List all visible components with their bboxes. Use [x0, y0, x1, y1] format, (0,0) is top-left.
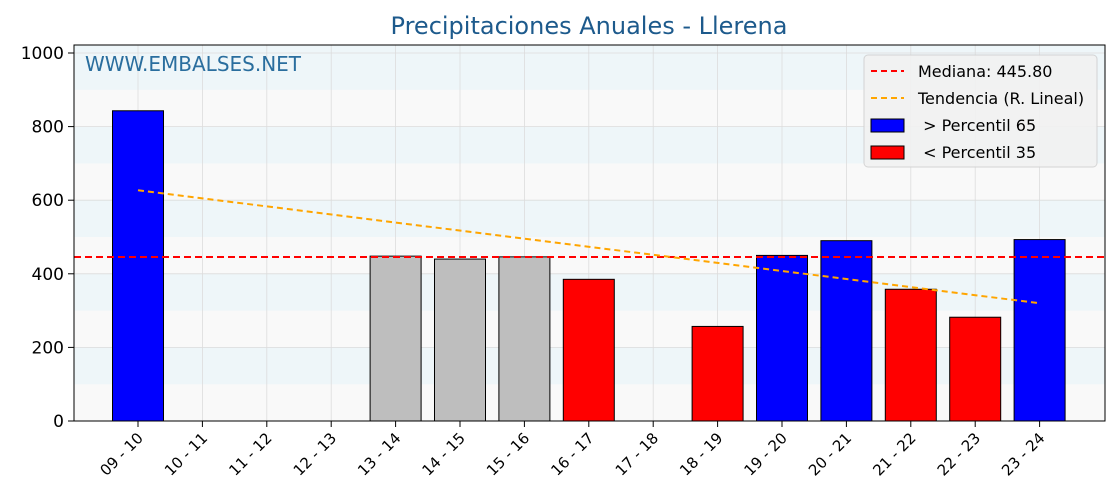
y-tick-label: 0: [53, 412, 64, 432]
y-tick-label: 800: [32, 118, 64, 138]
legend-label: > Percentil 65: [918, 116, 1036, 135]
legend-box: [863, 54, 1098, 168]
x-tick-label: 20 - 21: [805, 429, 855, 479]
axes: [73, 44, 1106, 422]
x-tick-label: 16 - 17: [547, 429, 597, 479]
plot-frame: [73, 44, 1106, 422]
x-tick-label: 17 - 18: [612, 429, 662, 479]
watermark-text: WWW.EMBALSES.NET: [85, 52, 302, 76]
bars: [112, 110, 1066, 422]
x-tick-label: 11 - 12: [225, 429, 275, 479]
bar-23-24: [1013, 239, 1066, 422]
x-tick-label: 21 - 22: [869, 429, 919, 479]
bar-09-10: [112, 110, 164, 422]
x-tick-label: 15 - 16: [483, 429, 533, 479]
legend-label: < Percentil 35: [918, 143, 1036, 162]
bar-14-15: [434, 258, 486, 422]
x-tick-label: 23 - 24: [998, 429, 1048, 479]
bar-13-14: [369, 255, 422, 422]
x-tick-label: 10 - 11: [161, 429, 211, 479]
chart-title: Precipitaciones Anuales - Llerena: [391, 12, 788, 40]
x-tick-label: 18 - 19: [676, 429, 726, 479]
bar-22-23: [949, 316, 1002, 422]
x-tick-label: 12 - 13: [290, 429, 340, 479]
bar-15-16: [498, 256, 551, 422]
bar-18-19: [691, 325, 744, 422]
x-tick-label: 13 - 14: [354, 429, 404, 479]
x-tick-label: 14 - 15: [419, 429, 469, 479]
legend-label: Mediana: 445.80: [918, 62, 1052, 81]
plot-band: [74, 163, 1105, 201]
legend-swatch-box: [870, 118, 905, 133]
plot-band: [74, 237, 1105, 274]
legend-label: Tendencia (R. Lineal): [917, 89, 1084, 108]
y-tick-label: 200: [32, 338, 64, 358]
x-tick-label: 09 - 10: [97, 429, 147, 479]
trend-line: [137, 189, 1040, 305]
y-axis-ticks: 0 200 400 600 800 1000: [21, 44, 74, 432]
x-tick-label: 19 - 20: [741, 429, 791, 479]
bar-21-22: [884, 288, 937, 422]
x-axis-ticks: 09 - 10 10 - 11 11 - 12 12 - 13 13 - 14 14 - …: [97, 421, 1048, 479]
plot-band: [74, 200, 1105, 237]
reference-lines: [74, 189, 1105, 305]
y-tick-label: 600: [32, 191, 64, 211]
legend: Mediana: 445.80 Tendencia (R. Lineal) > P…: [863, 54, 1098, 168]
y-tick-label: 1000: [21, 44, 64, 64]
bar-16-17: [562, 278, 615, 422]
legend-swatch-box: [870, 145, 905, 160]
x-tick-label: 22 - 23: [934, 429, 984, 479]
y-tick-label: 400: [32, 265, 64, 285]
bar-20-21: [820, 240, 873, 422]
bar-19-20: [756, 254, 808, 422]
